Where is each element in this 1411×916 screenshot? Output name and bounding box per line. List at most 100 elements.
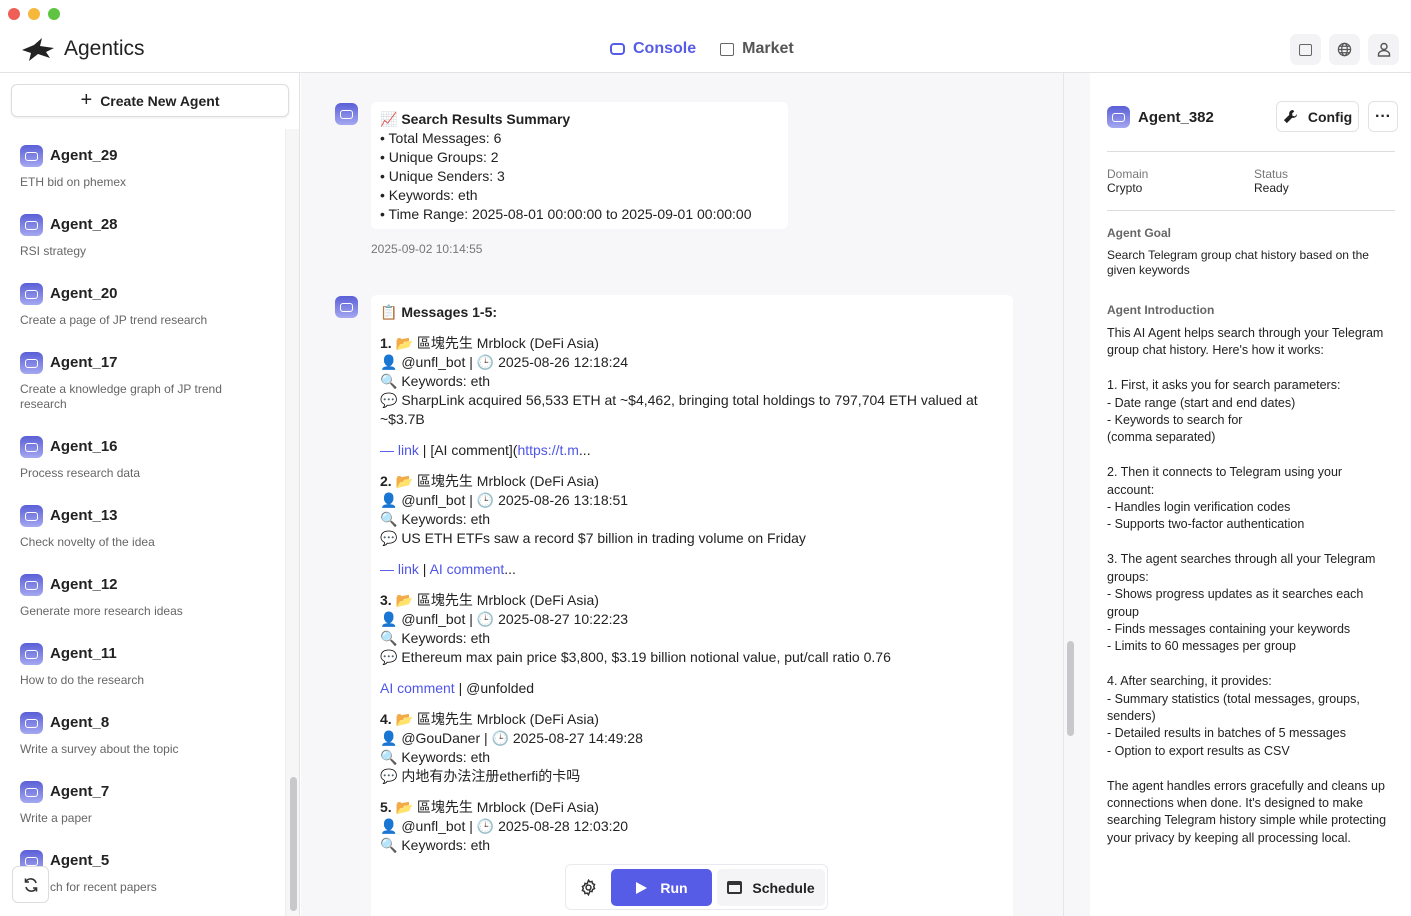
agent-name: Agent_13 <box>50 507 118 524</box>
plus-icon: + <box>80 89 93 111</box>
agent-name: Agent_16 <box>50 438 118 455</box>
maximize-window-button[interactable] <box>48 8 60 20</box>
message-number: 5. <box>380 799 392 815</box>
agent-name: Agent_11 <box>50 645 117 662</box>
schedule-label: Schedule <box>752 879 815 896</box>
goal-text: Search Telegram group chat history based… <box>1107 248 1369 277</box>
wallet-icon <box>1299 43 1312 56</box>
refresh-icon <box>24 877 37 892</box>
agent-intro-section: Agent Introduction This AI Agent helps s… <box>1107 303 1392 847</box>
agent-description: Check novelty of the idea <box>20 535 155 549</box>
divider <box>1107 151 1395 152</box>
agent-description: ch for recent papers <box>50 880 157 894</box>
message-sender: 👤 @unfl_bot | 🕒 2025-08-28 12:03:20 <box>380 818 629 834</box>
ai-comment-link[interactable]: AI comment <box>429 561 505 577</box>
language-button[interactable] <box>1329 34 1360 65</box>
agent-description: Write a paper <box>20 811 92 825</box>
app-name: Agentics <box>64 37 145 60</box>
store-icon <box>720 42 735 56</box>
sidebar-scrollbar-thumb[interactable] <box>290 777 297 911</box>
sidebar-item-agent[interactable]: Agent_7 Write a paper <box>20 781 280 826</box>
play-icon <box>636 881 648 894</box>
sidebar-item-agent[interactable]: Agent_28 RSI strategy <box>20 214 280 259</box>
schedule-button[interactable]: Schedule <box>717 869 825 906</box>
domain-label: Domain <box>1107 167 1149 181</box>
message-group: 📂 區塊先生 Mrblock (DeFi Asia) <box>395 473 599 489</box>
link-separator: | <box>418 561 430 577</box>
config-button[interactable]: Config <box>1276 101 1359 132</box>
config-label: Config <box>1307 108 1353 125</box>
tab-market-label: Market <box>742 40 794 57</box>
top-nav: Console Market <box>610 40 794 58</box>
app-header: Agentics Console Market <box>0 28 1411 73</box>
ai-comment-link[interactable]: https://t.m <box>517 442 579 458</box>
message-timestamp: 2025-09-02 10:14:55 <box>371 242 483 256</box>
sidebar-item-agent[interactable]: Agent_8 Write a survey about the topic <box>20 712 280 757</box>
sidebar-item-agent[interactable]: Agent_16 Process research data <box>20 436 280 481</box>
message-number: 3. <box>380 592 392 608</box>
message-sender: 👤 @unfl_bot | 🕒 2025-08-26 12:18:24 <box>380 354 629 370</box>
message-text: 💬 SharpLink acquired 56,533 ETH at ~$4,4… <box>380 392 978 427</box>
summary-message: 📈 Search Results Summary • Total Message… <box>371 102 788 229</box>
refresh-button[interactable] <box>12 866 49 903</box>
bot-icon <box>610 43 625 55</box>
message-number: 1. <box>380 335 392 351</box>
tab-console[interactable]: Console <box>610 40 696 58</box>
agent-name: Agent_17 <box>50 354 118 371</box>
message-item: 5. 📂 區塊先生 Mrblock (DeFi Asia) 👤 @unfl_bo… <box>380 798 1004 867</box>
run-label: Run <box>660 879 688 896</box>
chat-scrollbar-thumb[interactable] <box>1067 641 1074 736</box>
close-window-button[interactable] <box>8 8 20 20</box>
agent-avatar <box>20 436 43 458</box>
message-keywords: 🔍 Keywords: eth <box>380 837 491 853</box>
minimize-window-button[interactable] <box>28 8 40 20</box>
wrench-icon <box>1283 109 1297 124</box>
message-link[interactable]: — link <box>380 561 419 577</box>
message-sender: 👤 @unfl_bot | 🕒 2025-08-26 13:18:51 <box>380 492 629 508</box>
wallet-button[interactable] <box>1290 34 1321 65</box>
sidebar-item-agent[interactable]: Agent_13 Check novelty of the idea <box>20 505 280 550</box>
agent-avatar <box>20 643 43 665</box>
agent-avatar <box>20 574 43 596</box>
sidebar-item-agent[interactable]: Agent_12 Generate more research ideas <box>20 574 280 619</box>
intro-text: This AI Agent helps search through your … <box>1107 326 1387 845</box>
summary-title: 📈 Search Results Summary <box>380 111 571 127</box>
link-ellipsis: ... <box>578 442 591 458</box>
agent-avatar <box>335 103 358 125</box>
tab-market[interactable]: Market <box>720 40 794 58</box>
message-group: 📂 區塊先生 Mrblock (DeFi Asia) <box>395 799 599 815</box>
sidebar-item-agent[interactable]: Agent_17 Create a knowledge graph of JP t… <box>20 352 280 412</box>
message-link[interactable]: AI comment <box>380 680 455 696</box>
link-ellipsis: ... <box>504 561 516 577</box>
settings-icon[interactable] <box>580 879 597 896</box>
more-options-button[interactable]: ··· <box>1368 101 1398 132</box>
create-new-agent-button[interactable]: + Create New Agent <box>11 84 289 117</box>
messages-title: 📋 Messages 1-5: <box>380 304 498 320</box>
logo[interactable]: Agentics <box>20 36 145 62</box>
message-link[interactable]: — link <box>380 442 419 458</box>
agent-avatar <box>20 712 43 734</box>
run-button[interactable]: Run <box>611 869 712 906</box>
agent-description: How to do the research <box>20 673 145 687</box>
message-number: 4. <box>380 711 392 727</box>
title-bar <box>0 0 1411 28</box>
agent-description: Process research data <box>20 466 141 480</box>
goal-title: Agent Goal <box>1107 226 1172 240</box>
more-icon: ··· <box>1375 107 1391 125</box>
message-item: 3. 📂 區塊先生 Mrblock (DeFi Asia) 👤 @unfl_bo… <box>380 591 1004 710</box>
sidebar-item-agent[interactable]: Agent_20 Create a page of JP trend resear… <box>20 283 280 328</box>
message-keywords: 🔍 Keywords: eth <box>380 749 491 765</box>
profile-button[interactable] <box>1368 34 1399 65</box>
sidebar-scrollbar[interactable] <box>285 129 299 916</box>
agent-description: RSI strategy <box>20 244 87 258</box>
message-sender: 👤 @GouDaner | 🕒 2025-08-27 14:49:28 <box>380 730 643 746</box>
summary-line: • Keywords: eth <box>380 187 478 203</box>
sidebar-item-agent[interactable]: Agent_11 How to do the research <box>20 643 280 688</box>
chat-area: 📈 Search Results Summary • Total Message… <box>301 73 1090 916</box>
sidebar-item-agent[interactable]: Agent_29 ETH bid on phemex <box>20 145 280 190</box>
agent-name: Agent_5 <box>50 852 110 869</box>
chat-scrollbar[interactable] <box>1063 73 1077 916</box>
message-keywords: 🔍 Keywords: eth <box>380 373 491 389</box>
status-label: Status <box>1254 167 1289 181</box>
